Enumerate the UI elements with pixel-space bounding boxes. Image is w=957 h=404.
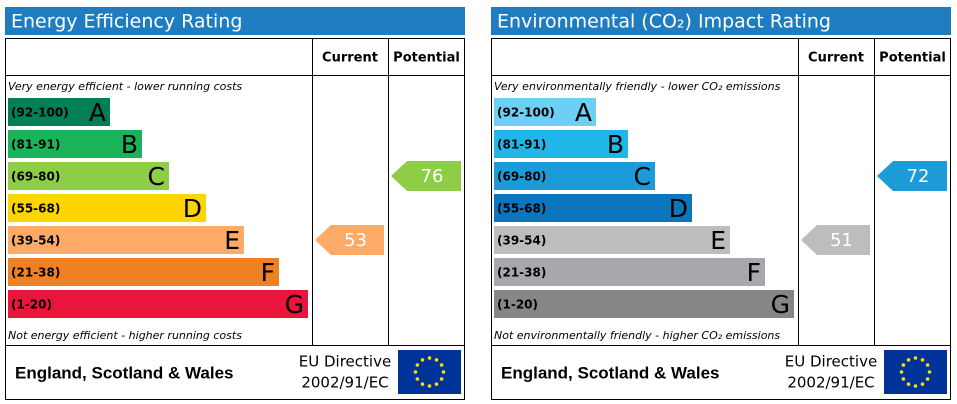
- eu-star: [925, 377, 930, 381]
- band-bar: [8, 98, 110, 126]
- footer-directive: EU Directive: [785, 353, 877, 371]
- band-letter: G: [285, 290, 304, 319]
- eu-star: [427, 356, 432, 360]
- band-bar: [494, 130, 628, 158]
- eu-star: [413, 370, 418, 374]
- band-range: (92-100): [497, 106, 555, 120]
- eu-star: [906, 358, 911, 362]
- band-bar: [494, 258, 765, 286]
- rating-arrow: [315, 225, 384, 255]
- rating-value: 51: [830, 230, 853, 251]
- band-letter: D: [183, 194, 202, 223]
- band-bar: [8, 162, 169, 190]
- footer-region: England, Scotland & Wales: [15, 363, 234, 382]
- eu-star: [920, 358, 925, 362]
- title: Energy Efficiency Rating: [11, 11, 242, 33]
- column-header: Current: [322, 51, 378, 66]
- eu-star: [441, 370, 446, 374]
- band-bar: [8, 290, 308, 318]
- band-range: (1-20): [497, 298, 538, 312]
- frame: [491, 38, 951, 400]
- band-letter: E: [224, 226, 240, 255]
- eu-star: [899, 370, 904, 374]
- footer-code: 2002/91/EC: [301, 374, 388, 392]
- band-letter: B: [121, 130, 138, 159]
- rating-arrow: [801, 225, 870, 255]
- eu-star: [427, 384, 432, 388]
- footer-directive: EU Directive: [299, 353, 391, 371]
- bottom-note: Not environmentally friendly - higher CO…: [494, 329, 780, 342]
- eu-star: [439, 377, 444, 381]
- eu-star: [420, 358, 425, 362]
- band-range: (69-80): [11, 170, 60, 184]
- eu-star: [415, 363, 420, 367]
- band-letter: G: [771, 290, 790, 319]
- band-range: (1-20): [11, 298, 52, 312]
- band-range: (55-68): [497, 202, 546, 216]
- band-bar: [494, 194, 692, 222]
- band-range: (21-38): [497, 266, 546, 280]
- band-bar: [8, 194, 206, 222]
- rating-value: 72: [907, 166, 930, 187]
- band-range: (55-68): [11, 202, 60, 216]
- eu-star: [913, 356, 918, 360]
- eu-star: [927, 370, 932, 374]
- title-bar: [491, 7, 951, 35]
- band-range: (81-91): [497, 138, 546, 152]
- bottom-note: Not energy efficient - higher running co…: [8, 329, 242, 342]
- band-range: (69-80): [497, 170, 546, 184]
- top-note: Very energy efficient - lower running co…: [8, 80, 242, 93]
- band-letter: F: [747, 258, 761, 287]
- band-range: (39-54): [11, 234, 60, 248]
- band-letter: F: [261, 258, 275, 287]
- footer-code: 2002/91/EC: [787, 374, 874, 392]
- frame: [5, 38, 465, 400]
- column-header: Current: [808, 51, 864, 66]
- band-letter: C: [634, 162, 651, 191]
- band-range: (81-91): [11, 138, 60, 152]
- eu-star: [434, 358, 439, 362]
- rating-value: 76: [421, 166, 444, 187]
- eu-star: [920, 382, 925, 386]
- eu-star: [906, 382, 911, 386]
- band-range: (92-100): [11, 106, 69, 120]
- band-letter: B: [607, 130, 624, 159]
- eu-star: [420, 382, 425, 386]
- band-letter: E: [710, 226, 726, 255]
- eu-star: [901, 363, 906, 367]
- band-letter: D: [669, 194, 688, 223]
- band-letter: C: [148, 162, 165, 191]
- band-range: (21-38): [11, 266, 60, 280]
- eu-star: [901, 377, 906, 381]
- column-header: Potential: [879, 51, 946, 66]
- eu-star: [434, 382, 439, 386]
- band-bar: [494, 290, 794, 318]
- rating-arrow: [391, 161, 461, 191]
- band-bar: [494, 162, 655, 190]
- band-range: (39-54): [497, 234, 546, 248]
- band-bar: [8, 226, 244, 254]
- eu-star: [439, 363, 444, 367]
- band-bar: [8, 130, 142, 158]
- eu-star: [913, 384, 918, 388]
- top-note: Very environmentally friendly - lower CO…: [494, 80, 781, 93]
- title: Environmental (CO₂) Impact Rating: [497, 11, 831, 33]
- band-bar: [494, 98, 596, 126]
- band-letter: A: [89, 98, 106, 127]
- footer-region: England, Scotland & Wales: [501, 363, 720, 382]
- title-bar: [5, 7, 465, 35]
- eu-star: [925, 363, 930, 367]
- eu-star: [415, 377, 420, 381]
- band-letter: A: [575, 98, 592, 127]
- rating-value: 53: [344, 230, 367, 251]
- band-bar: [8, 258, 279, 286]
- column-header: Potential: [393, 51, 460, 66]
- band-bar: [494, 226, 730, 254]
- rating-arrow: [877, 161, 947, 191]
